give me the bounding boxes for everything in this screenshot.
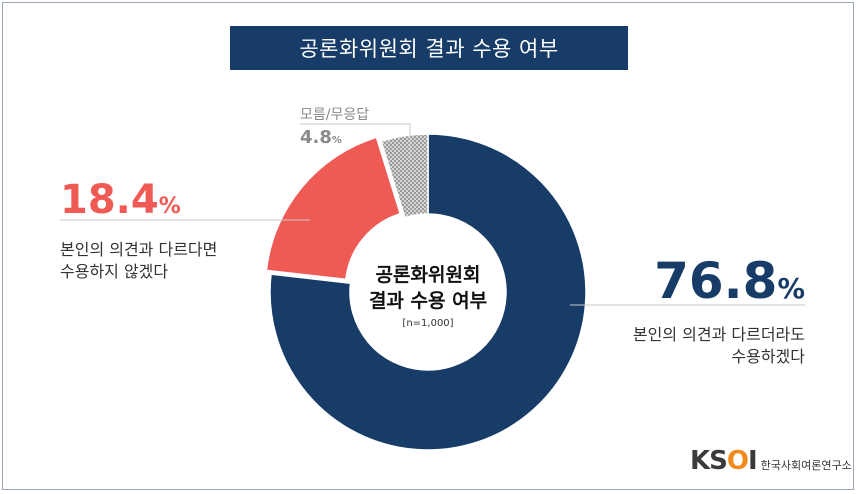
dk-name: 모름/무응답: [300, 107, 370, 123]
reject-label: 18.4% 본인의 의견과 다르다면 수용하지 않겠다: [60, 180, 217, 283]
dk-percent: 4.8%: [300, 127, 342, 148]
reject-desc-line1: 본인의 의견과 다르다면: [60, 240, 218, 259]
center-title-line2: 결과 수용 여부: [368, 290, 488, 312]
center-title-line1: 공론화위원회: [375, 264, 481, 286]
dk-label: 모름/무응답 4.8%: [300, 106, 369, 151]
leader-dk: [300, 123, 411, 160]
reject-percent: 18.4%: [60, 177, 181, 223]
accept-label: 76.8% 본인의 의견과 다르더라도 수용하겠다: [590, 256, 805, 368]
slice-accept: [269, 133, 587, 451]
accept-percent: 76.8%: [654, 252, 805, 310]
ksoi-logo: KSOI 한국사회여론연구소: [690, 446, 852, 476]
accept-desc-line1: 본인의 의견과 다르더라도: [632, 325, 805, 344]
logo-mark: KSOI: [690, 446, 758, 476]
center-label: 공론화위원회 결과 수용 여부 [n=1,000]: [340, 262, 516, 329]
chart-title: 공론화위원회 결과 수용 여부: [230, 26, 628, 70]
accept-desc-line2: 수용하겠다: [731, 347, 805, 366]
reject-desc-line2: 수용하지 않겠다: [60, 262, 169, 281]
logo-org-name: 한국사회여론연구소: [760, 459, 852, 472]
sample-size: [n=1,000]: [402, 318, 454, 329]
slice-dk: [380, 133, 429, 219]
slice-reject: [265, 136, 402, 281]
